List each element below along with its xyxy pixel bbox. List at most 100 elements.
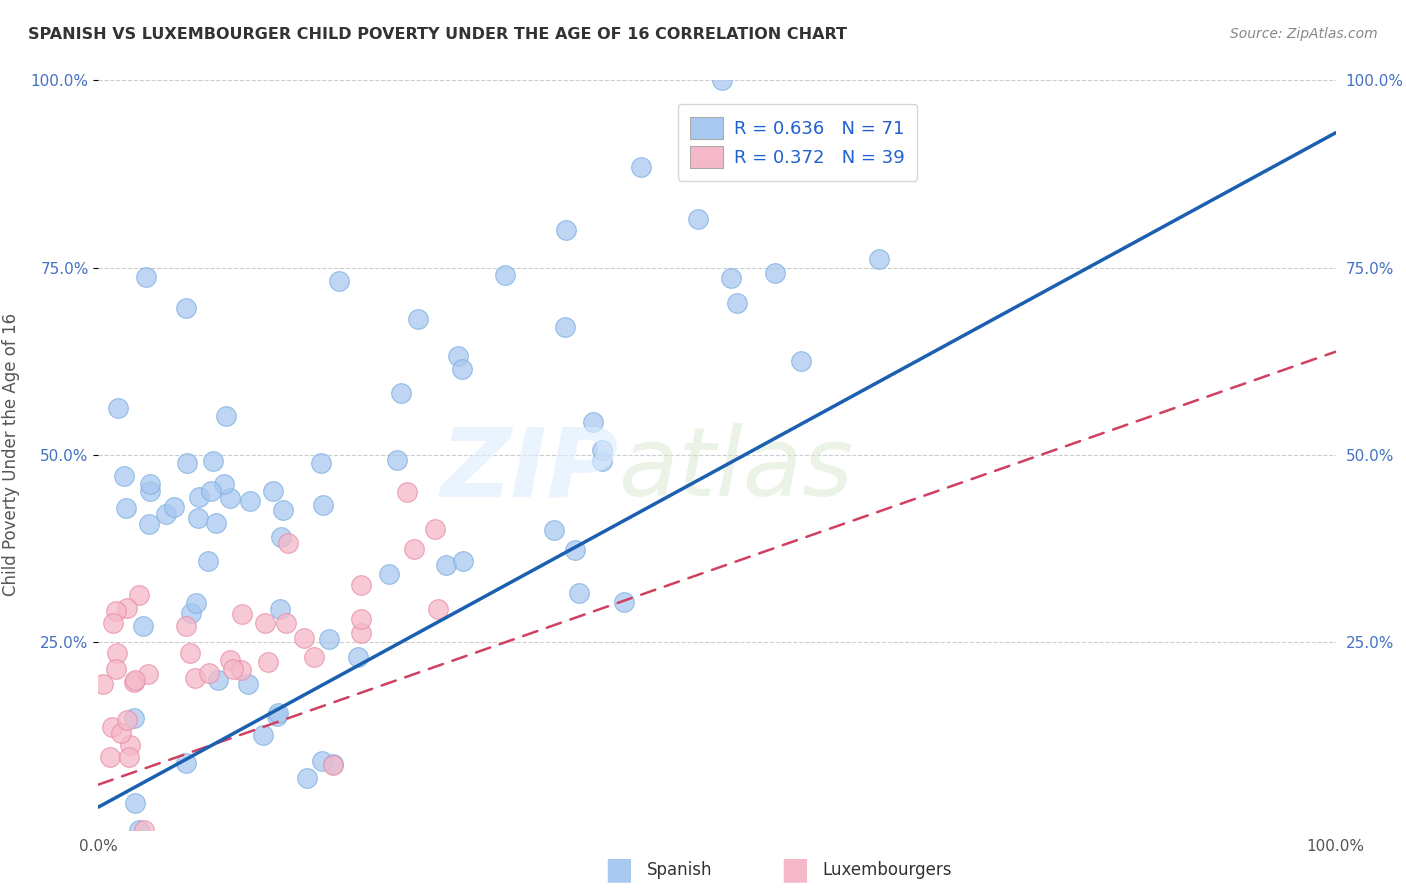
Point (269, 601, 291, 615)
Point (117, 601, 139, 615)
Point (425, 522, 447, 536)
Point (186, 596, 208, 610)
Text: ■: ■ (605, 855, 633, 884)
Point (222, 662, 245, 676)
Point (229, 663, 252, 677)
Point (218, 491, 240, 505)
Point (254, 616, 277, 631)
Point (207, 673, 229, 687)
Point (322, 757, 344, 772)
Point (395, 485, 418, 500)
Point (568, 585, 591, 599)
Point (105, 647, 128, 661)
Text: Spanish: Spanish (647, 861, 713, 879)
Point (686, 212, 709, 227)
Point (262, 483, 284, 498)
Point (110, 726, 132, 740)
Point (591, 442, 613, 457)
Point (347, 649, 370, 664)
Point (101, 615, 124, 630)
Text: ZIP: ZIP (440, 424, 619, 516)
Text: Source: ZipAtlas.com: Source: ZipAtlas.com (1230, 27, 1378, 41)
Point (236, 677, 259, 691)
Point (174, 301, 197, 315)
Point (554, 320, 576, 334)
Point (176, 456, 198, 470)
Point (122, 675, 145, 690)
Point (591, 454, 613, 468)
Point (212, 477, 235, 491)
Point (124, 797, 146, 811)
Legend: R = 0.636   N = 71, R = 0.372   N = 39: R = 0.636 N = 71, R = 0.372 N = 39 (678, 104, 917, 181)
Point (98, 750, 121, 764)
Point (389, 385, 412, 400)
Point (426, 602, 449, 616)
Point (132, 822, 155, 837)
Point (450, 362, 472, 376)
Point (309, 456, 332, 470)
Y-axis label: Child Poverty Under the Age of 16: Child Poverty Under the Age of 16 (1, 313, 20, 597)
Point (322, 757, 344, 772)
Point (582, 415, 605, 429)
Point (114, 500, 136, 515)
Point (215, 409, 238, 423)
Point (494, 268, 516, 282)
Point (613, 594, 636, 608)
Point (118, 750, 141, 764)
Point (555, 223, 578, 237)
Point (387, 453, 409, 467)
Point (311, 754, 333, 768)
Point (328, 274, 350, 288)
Point (727, 295, 749, 310)
Point (155, 507, 177, 521)
Point (564, 543, 586, 558)
Point (188, 490, 211, 504)
Point (107, 401, 129, 415)
Point (451, 554, 474, 568)
Point (543, 523, 565, 537)
Point (138, 516, 160, 531)
Point (231, 607, 253, 622)
Point (257, 655, 280, 669)
Text: SPANISH VS LUXEMBOURGER CHILD POVERTY UNDER THE AGE OF 16 CORRELATION CHART: SPANISH VS LUXEMBOURGER CHILD POVERTY UN… (28, 27, 848, 42)
Point (292, 632, 315, 646)
Point (128, 588, 150, 602)
Point (406, 311, 429, 326)
Text: Luxembourgers: Luxembourgers (823, 861, 952, 879)
Point (200, 484, 222, 499)
Text: ■: ■ (780, 855, 808, 884)
Point (312, 498, 335, 512)
Point (350, 612, 373, 626)
Point (630, 160, 652, 174)
Point (198, 666, 221, 681)
Point (350, 626, 373, 640)
Point (868, 252, 890, 266)
Point (112, 469, 135, 483)
Point (128, 822, 150, 837)
Point (239, 494, 262, 508)
Point (135, 270, 157, 285)
Point (276, 615, 298, 630)
Point (295, 772, 318, 786)
Point (100, 720, 122, 734)
Point (104, 662, 127, 676)
Point (163, 500, 186, 515)
Text: atlas: atlas (619, 424, 853, 516)
Point (139, 477, 162, 491)
Point (377, 566, 399, 581)
Point (763, 266, 786, 280)
Point (710, 73, 733, 87)
Point (136, 667, 159, 681)
Point (447, 350, 470, 364)
Point (132, 619, 155, 633)
Point (120, 738, 142, 752)
Point (219, 652, 242, 666)
Point (273, 503, 295, 517)
Point (267, 706, 290, 720)
Point (179, 646, 201, 660)
Point (139, 483, 162, 498)
Point (124, 673, 146, 687)
Point (790, 354, 813, 368)
Point (187, 511, 209, 525)
Point (115, 713, 138, 727)
